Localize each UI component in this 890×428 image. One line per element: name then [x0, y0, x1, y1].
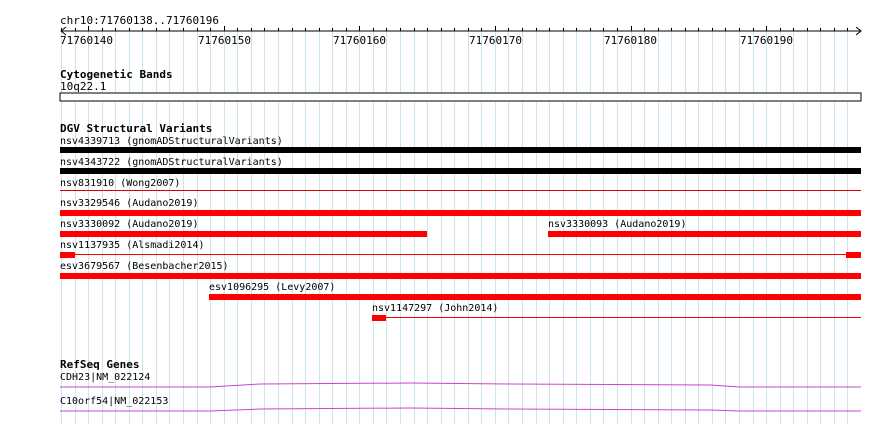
track-title: DGV Structural Variants	[60, 122, 212, 135]
ruler-right-arrow-icon	[855, 26, 862, 36]
dgv-track: DGV Structural Variants nsv4339713 (gnom…	[60, 122, 861, 321]
variant-bar[interactable]	[209, 294, 861, 300]
variant-bar[interactable]	[60, 210, 861, 216]
ruler-tick-label: 71760170	[469, 34, 522, 47]
cytoband-track[interactable]: Cytogenetic Bands 10q22.1	[59, 68, 862, 102]
ruler-tick-label: 71760160	[333, 34, 386, 47]
gene-line[interactable]	[60, 382, 861, 388]
ruler-tick-label: 71760190	[740, 34, 793, 47]
ruler: chr10:71760138..71760196 71760140 717601…	[60, 14, 862, 47]
track-title: RefSeq Genes	[60, 358, 139, 371]
variant-label: esv1096295 (Levy2007)	[209, 282, 335, 293]
variant-bar[interactable]	[846, 252, 861, 258]
variant-label: nsv3330092 (Audano2019)	[60, 219, 198, 230]
variant-label: nsv4343722 (gnomADStructuralVariants)	[60, 157, 283, 168]
band-label: 10q22.1	[60, 80, 106, 93]
variant-bar[interactable]	[60, 147, 861, 153]
variant-bar[interactable]	[60, 231, 427, 237]
variant-label: nsv4339713 (gnomADStructuralVariants)	[60, 136, 283, 147]
variant-label: nsv831910 (Wong2007)	[60, 178, 180, 189]
gene-label: CDH23|NM_022124	[60, 372, 150, 383]
variant-label: nsv3330093 (Audano2019)	[548, 219, 686, 230]
ruler-tick-label: 71760150	[198, 34, 251, 47]
variant-label: nsv1137935 (Alsmadi2014)	[60, 240, 205, 251]
variant-bar[interactable]	[60, 190, 861, 191]
cytoband-bar[interactable]	[59, 92, 862, 102]
variant-label: nsv1147297 (John2014)	[372, 303, 498, 314]
refseq-track: RefSeq Genes CDH23|NM_022124 C10orf54|NM…	[60, 358, 861, 412]
variant-bar[interactable]	[372, 315, 386, 321]
gene-line[interactable]	[60, 407, 861, 412]
gene-label: C10orf54|NM_022153	[60, 396, 168, 407]
ruler-left-arrow-icon	[60, 26, 67, 36]
location-label: chr10:71760138..71760196	[60, 14, 219, 27]
variant-line	[372, 317, 861, 318]
variant-bar[interactable]	[60, 252, 75, 258]
variant-line	[60, 254, 861, 255]
variant-bar[interactable]	[548, 231, 861, 237]
variant-label: nsv3329546 (Audano2019)	[60, 198, 198, 209]
variant-bar[interactable]	[60, 273, 861, 279]
variant-label: esv3679567 (Besenbacher2015)	[60, 261, 229, 272]
variant-bar[interactable]	[60, 168, 861, 174]
ruler-tick-label: 71760180	[604, 34, 657, 47]
ruler-tick-label: 71760140	[60, 34, 113, 47]
track-title: Cytogenetic Bands	[60, 68, 173, 81]
